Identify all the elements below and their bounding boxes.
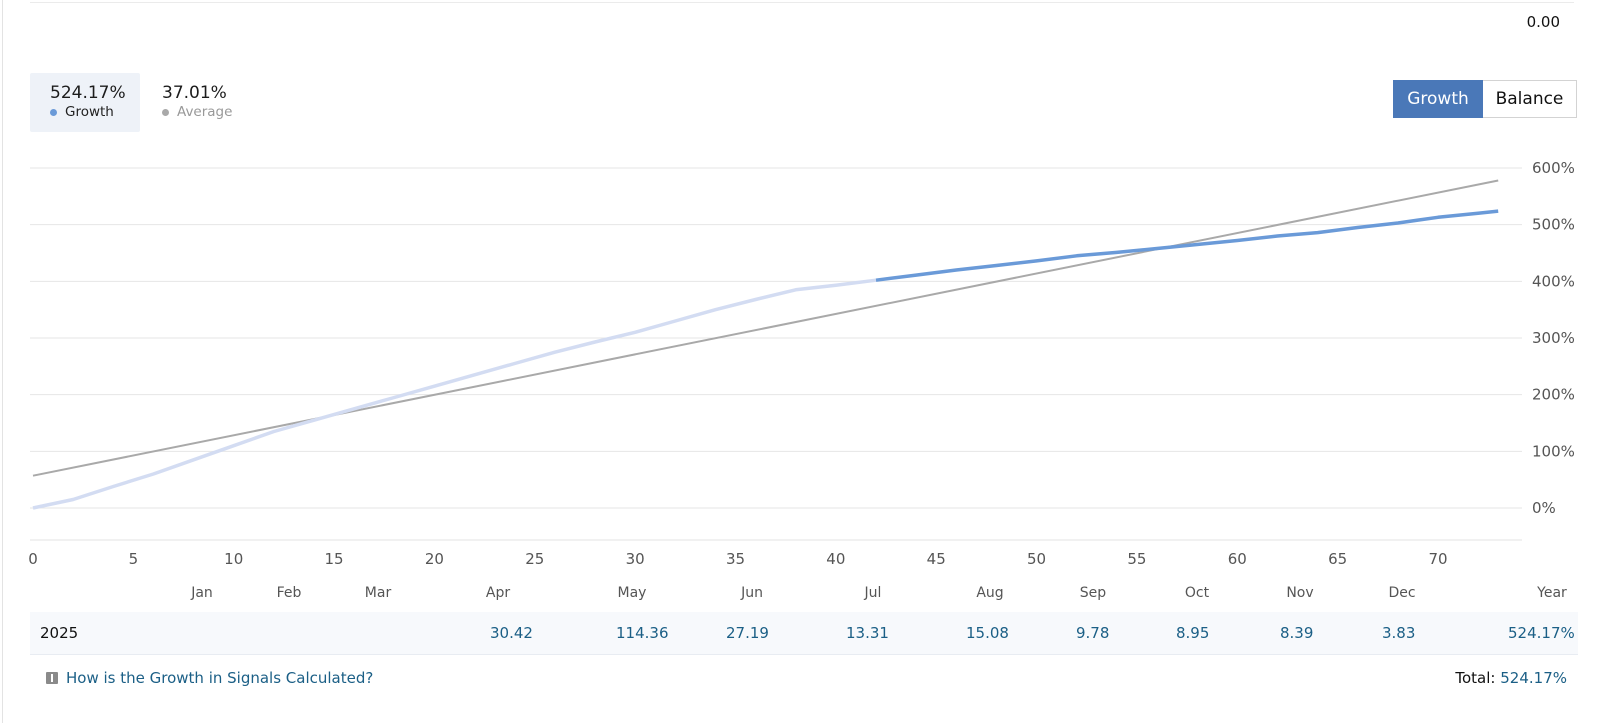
growth-chart: 600% 500% 400% 300% 200% 100% 0% 0 5 10 15 20 25 30 35… [28,159,1575,601]
x-tick-label: 65 [1328,550,1347,568]
month-label: Jun [740,585,763,601]
y-tick-label: 200% [1532,386,1575,404]
frame-top-divider [30,2,1574,3]
year-table-row: 2025 30.42 114.36 27.19 13.31 15.08 9.78… [30,612,1578,655]
month-label: Jan [190,585,213,601]
month-label: Oct [1185,585,1210,601]
x-tick-label: 5 [129,550,139,568]
info-icon [46,672,58,684]
balance-button[interactable]: Balance [1483,80,1577,118]
top-value: 0.00 [1526,13,1560,31]
table-cell-oct: 8.95 [1176,624,1210,642]
x-tick-label: 55 [1127,550,1146,568]
month-label: Nov [1286,585,1313,601]
chart-mode-toggle: Growth Balance [1393,80,1577,118]
table-year: 2025 [40,624,79,642]
y-tick-label: 0% [1532,499,1556,517]
table-cell-apr: 30.42 [490,624,533,642]
x-tick-label: 35 [726,550,745,568]
month-label: Mar [365,585,392,601]
growth-button[interactable]: Growth [1393,80,1483,118]
x-tick-label: 25 [525,550,544,568]
legend-growth[interactable]: 524.17% Growth [30,73,140,132]
table-cell-nov: 8.39 [1280,624,1314,642]
y-tick-label: 600% [1532,159,1575,177]
y-tick-label: 300% [1532,329,1575,347]
x-tick-label: 45 [927,550,946,568]
average-dot-icon [162,108,169,116]
x-tick-label: 20 [425,550,444,568]
month-label: Aug [976,585,1003,601]
average-series-line [32,179,1499,477]
table-cell-year: 524.17% [1508,624,1575,642]
legend-average[interactable]: 37.01% Average [142,73,252,132]
growth-series-line [875,209,1499,282]
x-tick-label: 30 [626,550,645,568]
total-label: Total: [1455,669,1496,687]
month-label: Dec [1388,585,1415,601]
x-tick-label: 70 [1428,550,1447,568]
growth-dot-icon [50,108,57,116]
help-row: How is the Growth in Signals Calculated? [46,669,373,687]
table-cell-may: 114.36 [616,624,669,642]
x-tick-label: 50 [1027,550,1046,568]
month-label: May [618,585,647,601]
y-tick-label: 100% [1532,442,1575,460]
legend-average-label: Average [177,104,233,120]
table-cell-aug: 15.08 [966,624,1009,642]
table-cell-jun: 27.19 [726,624,769,642]
month-label: Jul [864,585,882,601]
month-label: Apr [486,585,510,601]
table-cell-jul: 13.31 [846,624,889,642]
legend-growth-label: Growth [65,104,114,120]
legend-average-value: 37.01% [162,83,227,103]
month-label: Feb [277,585,302,601]
x-tick-label: 10 [224,550,243,568]
frame-left-border [2,0,3,723]
growth-series-line-past [32,278,877,510]
x-tick-label: 60 [1228,550,1247,568]
month-label: Sep [1080,585,1107,601]
table-cell-dec: 3.83 [1382,624,1416,642]
total: Total: 524.17% [1455,669,1567,687]
month-label: Year [1536,585,1567,601]
x-tick-label: 0 [28,550,38,568]
total-value: 524.17% [1500,669,1567,687]
x-tick-label: 40 [826,550,845,568]
y-tick-label: 500% [1532,216,1575,234]
legend-growth-value: 524.17% [50,83,126,103]
y-tick-label: 400% [1532,272,1575,290]
x-tick-label: 15 [325,550,344,568]
growth-help-link[interactable]: How is the Growth in Signals Calculated? [66,669,374,687]
table-cell-sep: 9.78 [1076,624,1110,642]
